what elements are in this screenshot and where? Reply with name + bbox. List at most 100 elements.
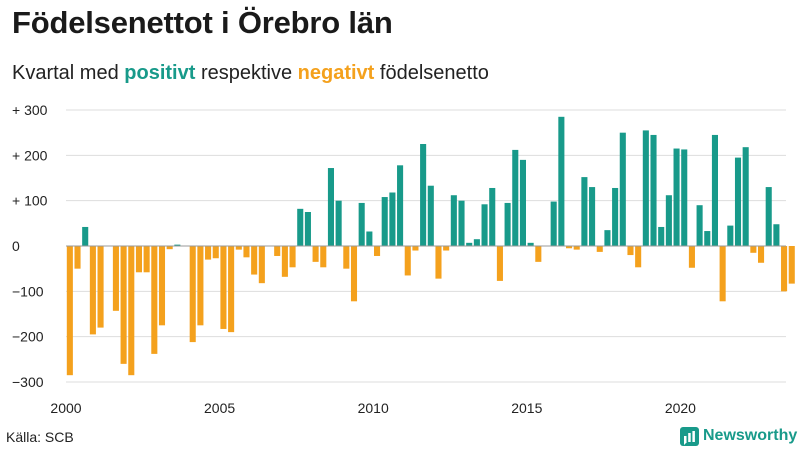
bar-positive: [612, 187, 619, 246]
bar-positive: [696, 205, 703, 246]
bar-negative: [89, 246, 96, 335]
bar-negative: [535, 246, 542, 262]
subtitle-positive-word: positivt: [124, 62, 196, 84]
bar-negative: [343, 246, 350, 269]
chart-subtitle: Kvartal med positivt respektive negativt…: [12, 62, 489, 85]
source-label: Källa: SCB: [6, 429, 74, 445]
bar-positive: [589, 187, 596, 246]
bar-positive: [734, 157, 742, 246]
bar-negative: [97, 246, 104, 328]
subtitle-suffix: födelsenetto: [374, 62, 489, 84]
x-tick-label: 2005: [204, 400, 235, 416]
bar-positive: [481, 204, 488, 246]
y-tick-label: + 200: [12, 147, 48, 163]
bar-negative: [74, 246, 81, 269]
y-tick-label: + 100: [12, 193, 48, 209]
bar-negative: [143, 246, 150, 273]
bar-positive: [650, 134, 657, 246]
bar-negative: [573, 246, 580, 250]
bar-positive: [466, 242, 473, 246]
subtitle-prefix: Kvartal med: [12, 62, 125, 84]
y-tick-label: −300: [12, 374, 44, 390]
bar-negative: [443, 246, 450, 251]
bar-positive: [512, 149, 519, 246]
bar-negative: [235, 246, 242, 250]
bar-negative: [128, 246, 135, 376]
bar-negative: [158, 246, 166, 326]
bar-negative: [289, 246, 296, 268]
bar-negative: [66, 246, 73, 376]
bar-negative: [251, 246, 258, 275]
bar-negative: [205, 246, 212, 260]
bar-positive: [389, 192, 396, 246]
y-tick-label: −200: [12, 329, 44, 345]
bar-positive: [420, 144, 427, 246]
bar-negative: [496, 246, 503, 281]
bar-negative: [274, 246, 281, 256]
bar-negative: [374, 246, 381, 256]
newsworthy-logo: Newsworthy: [680, 425, 797, 447]
subtitle-middle: respektive: [195, 62, 298, 84]
x-tick-label: 2000: [50, 400, 81, 416]
x-tick-label: 2020: [665, 400, 696, 416]
bar-positive: [366, 231, 373, 246]
bar-positive: [489, 187, 496, 246]
subtitle-negative-word: negativt: [297, 62, 375, 84]
bar-positive: [673, 148, 680, 246]
bar-negative: [120, 246, 127, 364]
bar-positive: [765, 187, 772, 246]
bar-positive: [427, 185, 434, 246]
bar-negative: [788, 246, 795, 284]
bar-positive: [642, 130, 649, 246]
bar-positive: [519, 159, 526, 246]
bar-negative: [566, 246, 573, 249]
bar-positive: [604, 230, 611, 246]
bar-positive: [742, 147, 749, 246]
y-tick-label: 0: [12, 238, 20, 254]
bar-negative: [435, 246, 442, 279]
newsworthy-icon: [680, 426, 699, 446]
bar-negative: [258, 246, 265, 284]
y-tick-label: −100: [12, 283, 44, 299]
bar-negative: [228, 246, 235, 333]
bar-positive: [304, 212, 311, 246]
bar-positive: [558, 116, 565, 246]
bar-positive: [550, 201, 557, 246]
bar-chart: + 300 + 200 + 100 0 −100 −200 −300 2000 2005 2010…: [12, 102, 795, 416]
bar-negative: [220, 246, 227, 329]
bar-positive: [458, 200, 465, 246]
bar-positive: [711, 134, 718, 246]
bar-positive: [327, 168, 334, 246]
bar-negative: [781, 246, 788, 292]
bar-positive: [335, 200, 342, 246]
y-tick-label: + 300: [12, 102, 48, 118]
bar-negative: [281, 246, 288, 277]
bar-positive: [297, 208, 304, 246]
bar-positive: [727, 225, 734, 246]
bar-positive: [174, 244, 181, 246]
bar-negative: [688, 246, 695, 268]
bar-positive: [704, 231, 711, 246]
bar-positive: [681, 149, 688, 246]
bar-negative: [312, 246, 319, 262]
bar-positive: [665, 195, 672, 246]
bar-negative: [350, 246, 358, 302]
bar-negative: [135, 246, 142, 273]
x-tick-label: 2010: [358, 400, 389, 416]
bar-negative: [627, 246, 634, 256]
bar-positive: [527, 242, 534, 246]
bar-negative: [719, 246, 726, 302]
bar-negative: [412, 246, 419, 251]
x-tick-label: 2015: [511, 400, 542, 416]
bar-positive: [619, 132, 626, 246]
brand-name: Newsworthy: [703, 427, 798, 444]
bar-negative: [166, 246, 173, 250]
bar-positive: [658, 226, 665, 246]
bar-negative: [151, 246, 158, 354]
bar-positive: [581, 177, 588, 246]
bar-negative: [197, 246, 204, 326]
bar-negative: [635, 246, 642, 268]
bar-negative: [212, 246, 219, 259]
bar-negative: [750, 246, 757, 253]
bar-negative: [243, 246, 250, 258]
